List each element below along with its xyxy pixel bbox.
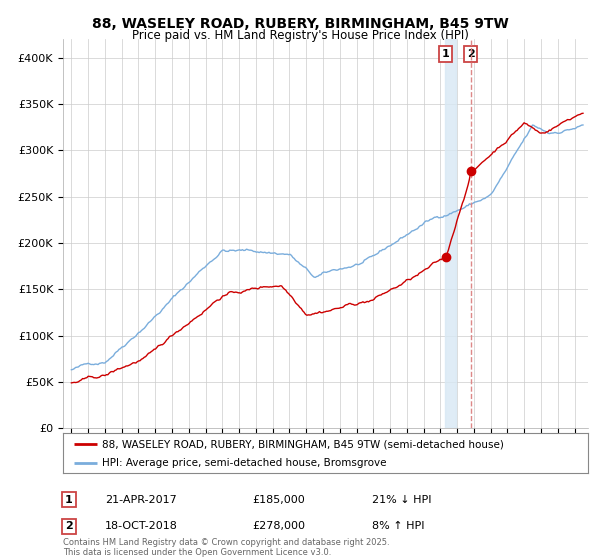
Text: 88, WASELEY ROAD, RUBERY, BIRMINGHAM, B45 9TW (semi-detached house): 88, WASELEY ROAD, RUBERY, BIRMINGHAM, B4… xyxy=(103,439,504,449)
Text: HPI: Average price, semi-detached house, Bromsgrove: HPI: Average price, semi-detached house,… xyxy=(103,458,387,468)
Text: 21-APR-2017: 21-APR-2017 xyxy=(105,494,177,505)
Text: 88, WASELEY ROAD, RUBERY, BIRMINGHAM, B45 9TW: 88, WASELEY ROAD, RUBERY, BIRMINGHAM, B4… xyxy=(92,17,508,31)
Text: 18-OCT-2018: 18-OCT-2018 xyxy=(105,521,178,531)
Text: 8% ↑ HPI: 8% ↑ HPI xyxy=(372,521,425,531)
Text: Contains HM Land Registry data © Crown copyright and database right 2025.
This d: Contains HM Land Registry data © Crown c… xyxy=(63,538,389,557)
Text: 2: 2 xyxy=(65,521,73,531)
Text: £185,000: £185,000 xyxy=(252,494,305,505)
Text: 1: 1 xyxy=(65,494,73,505)
Text: Price paid vs. HM Land Registry's House Price Index (HPI): Price paid vs. HM Land Registry's House … xyxy=(131,29,469,42)
Text: 1: 1 xyxy=(442,49,449,59)
Bar xyxy=(445,39,455,428)
Text: 2: 2 xyxy=(467,49,475,59)
Text: £278,000: £278,000 xyxy=(252,521,305,531)
Text: 21% ↓ HPI: 21% ↓ HPI xyxy=(372,494,431,505)
